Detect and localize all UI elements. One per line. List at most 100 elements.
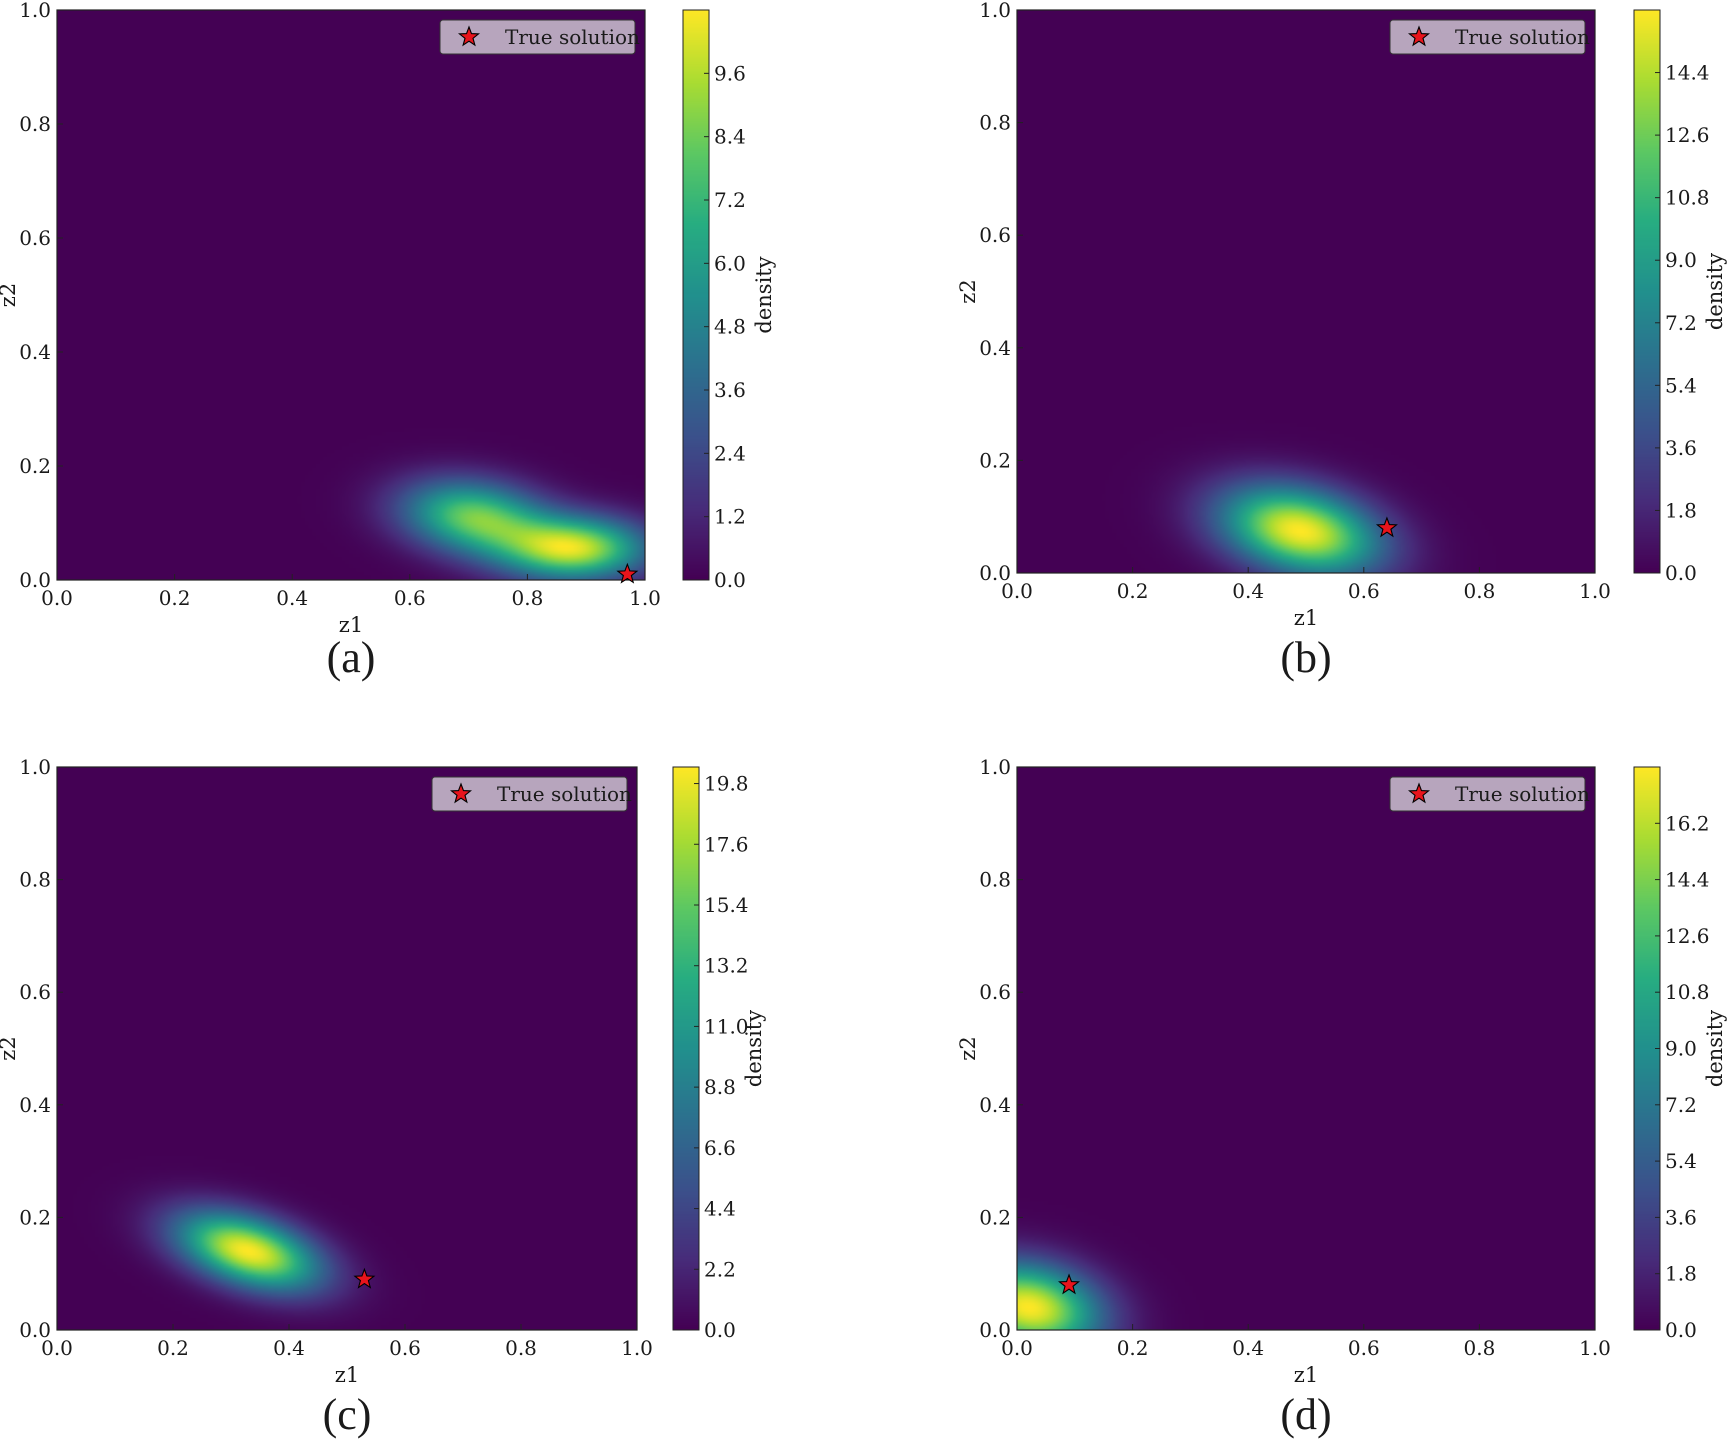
y-tick-label: 0.4 [19,340,51,364]
colorbar-tick-label: 2.2 [704,1257,736,1281]
colorbar-tick-label: 4.8 [714,315,746,339]
true-solution-marker [353,1267,376,1289]
y-tick-label: 0.8 [979,111,1011,135]
y-tick-label: 0.0 [979,561,1011,585]
x-tick-label: 1.0 [1579,1336,1611,1360]
panel-a: 0.0 0.2 0.4 0.6 0.8 1.0 0.0 0.2 0.4 0.6 0.8 1.0 z1 z2… [0,0,776,682]
colorbar-tick-label: 12.6 [1665,924,1710,948]
legend-box [1389,776,1586,812]
axes-frame-d [1016,766,1596,1331]
density-heatmap-b [1017,10,1595,573]
y-tick-label: 1.0 [979,0,1011,22]
x-tick-label: 0.4 [273,1336,305,1360]
y-tick-label: 0.2 [19,454,51,478]
colorbar-tick-label: 6.0 [714,251,746,275]
density-heatmap-c [57,767,637,1330]
y-tick-label: 0.4 [979,1093,1011,1117]
colorbar-tick-label: 4.4 [704,1197,736,1221]
y-axis-label: z2 [956,279,980,303]
y-tick-label: 0.4 [979,336,1011,360]
x-tick-label: 1.0 [629,586,661,610]
colorbar-gradient [673,767,699,1330]
legend-label: True solution [1455,25,1590,49]
y-tick-label: 0.6 [19,226,51,250]
legend-label: True solution [1455,782,1590,806]
y-tick-label: 0.0 [19,1318,51,1342]
colorbar-tick-label: 14.4 [1665,61,1710,85]
colorbar-tick-label: 8.4 [714,125,746,149]
x-tick-label: 0.2 [1117,579,1149,603]
panel-caption: (a) [327,633,376,682]
x-tick-label: 1.0 [621,1336,653,1360]
density-heatmap-a [57,10,645,580]
y-tick-label: 0.4 [19,1093,51,1117]
y-tick-label: 0.8 [19,868,51,892]
y-axis-label: z2 [0,1036,20,1060]
x-tick-label: 0.0 [1001,1336,1033,1360]
y-tick-label: 0.0 [979,1318,1011,1342]
y-tick-label: 0.2 [19,1205,51,1229]
axes-frame-b [1016,9,1596,574]
legend-label: True solution [497,782,632,806]
colorbar-gradient [683,10,709,580]
colorbar-tick-label: 9.6 [714,61,746,85]
legend-box [439,19,636,55]
colorbar-tick-label: 2.4 [714,441,746,465]
colorbar-tick-label: 12.6 [1665,123,1710,147]
x-tick-label: 0.2 [157,1336,189,1360]
x-tick-label: 0.8 [505,1336,537,1360]
legend-star-icon [1407,782,1431,804]
y-tick-label: 0.6 [979,980,1011,1004]
colorbar-tick-label: 0.0 [1665,1318,1697,1342]
colorbar-tick-label: 1.8 [1665,1262,1697,1286]
true-solution-marker [1375,516,1398,538]
density-heatmap-d [1017,767,1595,1330]
panel-d: 0.0 0.2 0.4 0.6 0.8 1.0 0.0 0.2 0.4 0.6 0.8 1.0 z1 z2… [956,755,1727,1439]
legend-star-icon [449,782,473,804]
x-axis-label: z1 [1294,606,1318,630]
colorbar-tick-label: 14.4 [1665,868,1710,892]
colorbar-tick-label: 7.2 [1665,311,1697,335]
y-tick-label: 0.8 [19,112,51,136]
x-tick-label: 0.8 [1463,1336,1495,1360]
colorbar-frame [1633,9,1661,574]
panel-c: 0.0 0.2 0.4 0.6 0.8 1.0 0.0 0.2 0.4 0.6 0.8 1.0 z1 z2… [0,755,766,1439]
colorbar-tick-label: 19.8 [704,772,749,796]
x-tick-label: 0.4 [1232,579,1264,603]
x-tick-label: 0.0 [1001,579,1033,603]
colorbar-tick-label: 10.8 [1665,980,1710,1004]
y-tick-label: 1.0 [19,0,51,22]
y-tick-label: 0.2 [979,1205,1011,1229]
x-tick-label: 0.4 [276,586,308,610]
x-tick-label: 0.8 [1463,579,1495,603]
panel-caption: (d) [1280,1390,1331,1439]
x-tick-label: 0.0 [41,586,73,610]
y-tick-label: 0.6 [19,980,51,1004]
y-tick-label: 0.2 [979,448,1011,472]
x-tick-label: 0.6 [1348,1336,1380,1360]
colorbar-frame [672,766,700,1331]
colorbar-tick-label: 1.8 [1665,498,1697,522]
x-axis-label: z1 [339,613,363,637]
colorbar-gradient [1634,10,1660,573]
colorbar-label: density [1703,253,1727,330]
x-tick-label: 1.0 [1579,579,1611,603]
colorbar-label: density [752,256,776,333]
x-tick-label: 0.6 [1348,579,1380,603]
true-solution-marker [1058,1273,1081,1295]
y-tick-label: 0.6 [979,223,1011,247]
colorbar-tick-label: 3.6 [714,378,746,402]
legend-box [431,776,628,812]
panel-b: 0.0 0.2 0.4 0.6 0.8 1.0 0.0 0.2 0.4 0.6 0.8 1.0 z1 z2… [956,0,1727,682]
colorbar-tick-label: 9.0 [1665,248,1697,272]
colorbar-tick-label: 3.6 [1665,1205,1697,1229]
legend-star-icon [457,25,481,47]
colorbar-tick-label: 10.8 [1665,186,1710,210]
x-axis-label: z1 [335,1363,359,1387]
colorbar-tick-label: 0.0 [714,568,746,592]
y-tick-label: 0.8 [979,868,1011,892]
colorbar-tick-label: 5.4 [1665,1149,1697,1173]
colorbar-tick-label: 6.6 [704,1136,736,1160]
true-solution-marker [616,562,639,584]
colorbar-tick-label: 7.2 [714,188,746,212]
